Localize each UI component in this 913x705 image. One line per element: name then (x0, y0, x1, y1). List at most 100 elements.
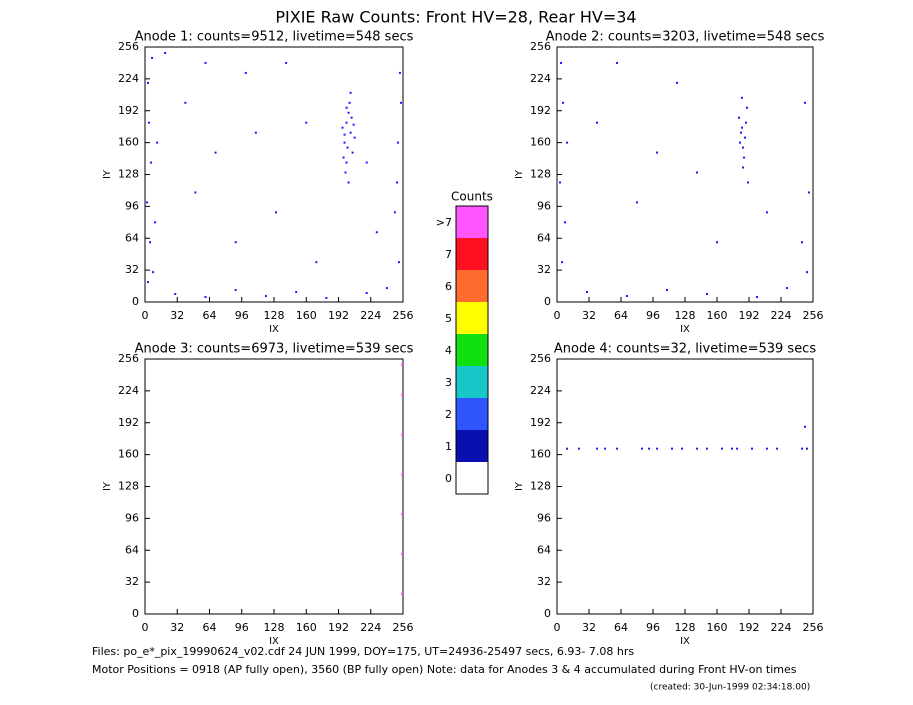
count-dot (375, 231, 378, 234)
count-dot (801, 447, 803, 450)
plot-frame (556, 46, 814, 303)
x-axis-label: IX (680, 636, 690, 647)
count-dot (742, 146, 744, 149)
count-dot (347, 181, 350, 184)
x-tick-label: 128 (264, 309, 285, 322)
x-tick-label: 32 (170, 309, 184, 322)
y-tick-label: 64 (125, 231, 139, 244)
count-dot (741, 96, 743, 99)
count-dot (325, 297, 328, 300)
count-dot (716, 241, 718, 244)
count-dot (400, 363, 403, 366)
count-dot (399, 101, 402, 104)
y-tick-label: 224 (530, 72, 551, 85)
count-dot (742, 166, 744, 169)
count-dot (345, 106, 348, 109)
count-dot (736, 447, 738, 450)
colorbar-label: 1 (445, 440, 452, 453)
count-dot (400, 393, 403, 396)
x-tick-label: 160 (296, 309, 317, 322)
count-dot (395, 181, 398, 184)
count-dot (578, 447, 580, 450)
x-tick-label: 160 (296, 621, 317, 634)
y-tick-label: 0 (132, 295, 139, 308)
colorbar-label: 4 (445, 344, 452, 357)
colorbar-label: 7 (445, 248, 452, 261)
footer-line: Files: po_e*_pix_19990624_v02.cdf 24 JUN… (92, 645, 634, 658)
y-tick-label: 256 (118, 40, 139, 53)
y-tick-label: 256 (530, 352, 551, 365)
count-dot (342, 156, 345, 159)
y-tick-label: 32 (537, 575, 551, 588)
plot-frame (144, 358, 404, 615)
count-dot (393, 211, 396, 214)
count-dot (676, 81, 678, 84)
created-note: (created: 30-Jun-1999 02:34:18.00) (650, 683, 810, 693)
count-dot (706, 293, 708, 296)
colorbar-label: 3 (445, 376, 452, 389)
count-dot (295, 291, 298, 294)
count-dot (681, 447, 683, 450)
x-axis-label: IX (680, 324, 690, 335)
count-dot (147, 281, 150, 284)
count-dot (666, 289, 668, 292)
count-dot (400, 473, 403, 476)
count-dot (345, 161, 348, 164)
x-tick-label: 256 (803, 309, 824, 322)
y-axis-label: IY (102, 169, 113, 179)
y-tick-label: 64 (537, 543, 551, 556)
count-dot (156, 141, 159, 144)
count-dot (315, 261, 318, 264)
x-tick-label: 128 (264, 621, 285, 634)
count-dot (740, 131, 742, 134)
y-tick-label: 32 (125, 575, 139, 588)
count-dot (566, 141, 568, 144)
count-dot (671, 447, 673, 450)
count-dot (616, 61, 618, 64)
color-box (456, 270, 488, 302)
count-dot (739, 141, 741, 144)
count-dot (398, 71, 401, 74)
x-axis-label: IX (269, 636, 279, 647)
x-tick-label: 0 (142, 309, 149, 322)
x-tick-label: 256 (803, 621, 824, 634)
count-dot (400, 593, 403, 596)
count-dot (656, 151, 658, 154)
count-dot (152, 271, 155, 274)
count-dot (397, 261, 400, 264)
x-tick-label: 96 (646, 309, 660, 322)
x-tick-label: 224 (360, 309, 381, 322)
x-tick-label: 192 (739, 309, 760, 322)
count-dot (305, 121, 308, 124)
y-tick-label: 32 (537, 263, 551, 276)
count-dot (741, 126, 743, 129)
x-tick-label: 32 (582, 621, 596, 634)
count-dot (184, 101, 187, 104)
count-dot (604, 447, 606, 450)
x-tick-label: 256 (393, 621, 414, 634)
count-dot (586, 291, 588, 294)
count-dot (636, 201, 638, 204)
count-dot (766, 211, 768, 214)
count-dot (341, 126, 344, 129)
count-dot (696, 447, 698, 450)
x-tick-label: 256 (393, 309, 414, 322)
x-tick-label: 192 (328, 309, 349, 322)
y-tick-label: 96 (537, 199, 551, 212)
count-dot (400, 513, 403, 516)
count-dot (352, 123, 355, 126)
count-dot (747, 181, 749, 184)
panel-title: Anode 4: counts=32, livetime=539 secs (554, 342, 816, 357)
count-dot (756, 296, 758, 299)
count-dot (146, 201, 149, 204)
count-dot (648, 447, 650, 450)
count-dot (745, 121, 747, 124)
x-tick-label: 64 (203, 309, 217, 322)
y-tick-label: 256 (118, 352, 139, 365)
x-tick-label: 224 (771, 309, 792, 322)
count-dot (385, 287, 388, 290)
count-dot (343, 141, 346, 144)
colorbar-label: 6 (445, 280, 452, 293)
y-tick-label: 160 (118, 448, 139, 461)
